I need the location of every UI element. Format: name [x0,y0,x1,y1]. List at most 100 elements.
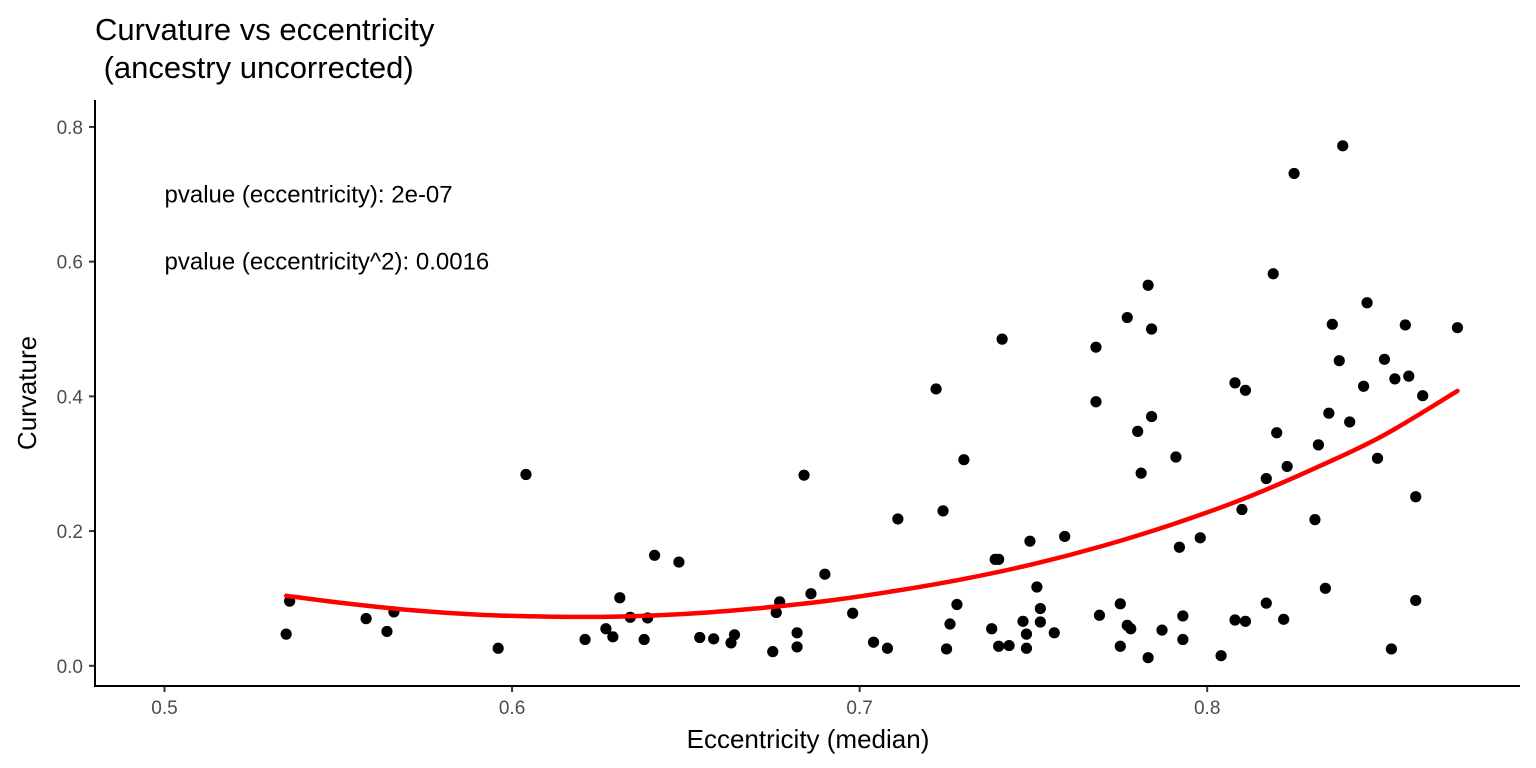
data-point [1020,642,1033,654]
data-point [1135,467,1147,479]
x-tick-label: 0.5 [151,698,177,719]
data-point [1020,628,1033,640]
annotation-pvalue-linear: pvalue (eccentricity): 2e-07 [165,181,453,208]
data-point [1173,541,1185,553]
data-point [937,505,949,517]
x-axis-ticks: 0.5 0.6 0.7 0.8 [151,686,1220,719]
data-point [958,454,970,466]
data-point [1378,353,1391,365]
data-point [280,628,292,640]
data-point [1410,491,1422,503]
data-point [1344,416,1356,428]
data-point [1017,615,1029,627]
data-point [1031,581,1043,593]
data-point [930,383,942,395]
y-tick-label: 0.6 [57,253,83,274]
data-point [1215,650,1227,662]
data-point [1278,613,1290,625]
data-point [1357,380,1370,392]
data-point [1090,341,1102,353]
data-point [607,631,619,643]
chart-title-line-2: (ancestry uncorrected) [95,50,414,85]
data-point [1403,370,1415,382]
data-point [847,607,859,619]
y-tick-label: 0.4 [57,387,84,408]
data-point [381,625,393,638]
data-point [767,646,779,658]
data-point [1417,390,1429,402]
y-tick-label: 0.2 [57,522,83,543]
data-point [1399,319,1411,331]
data-point [1281,460,1293,473]
data-point [638,633,650,646]
data-point [648,549,661,561]
data-point [1326,318,1338,330]
data-point [1177,610,1189,622]
data-point [940,643,953,655]
x-axis-title: Eccentricity (median) [687,724,930,754]
data-point [1114,640,1126,652]
data-point [798,469,810,481]
data-point [1229,614,1241,626]
data-point [708,633,720,645]
data-point [1024,535,1036,547]
data-point [1048,627,1060,639]
data-point [1371,452,1384,464]
data-point [1132,425,1144,437]
data-point [614,592,626,604]
data-point [1003,639,1015,652]
data-point [1194,532,1206,544]
data-point [1451,322,1464,334]
data-point [1323,407,1335,419]
y-tick-label: 0.0 [57,657,83,678]
data-point [1093,609,1106,621]
data-point [1410,594,1422,607]
data-point [1229,377,1241,389]
data-point [1361,297,1373,309]
data-point [1267,268,1279,280]
data-point [770,606,782,619]
data-point [1389,373,1401,385]
data-point [1145,323,1158,335]
data-point [1309,514,1321,526]
data-point [993,553,1005,565]
data-point [1170,451,1182,463]
data-point [1114,598,1126,610]
data-point [1312,439,1325,451]
data-points [280,140,1464,664]
data-point [819,568,831,580]
data-point [1177,633,1189,646]
annotation-pvalue-quadratic: pvalue (eccentricity^2): 0.0016 [165,249,490,276]
data-point [1236,503,1248,516]
data-point [1385,643,1398,655]
data-point [1125,623,1137,635]
data-point [673,556,685,568]
data-point [805,588,817,600]
y-axis-title: Curvature [12,336,42,450]
y-axis-ticks: 0.0 0.2 0.4 0.6 0.8 [57,118,95,678]
data-point [492,642,504,654]
data-point [728,629,741,641]
data-point [1059,530,1071,543]
data-point [1156,624,1168,636]
data-point [791,627,803,639]
data-point [1239,615,1252,627]
data-point [1288,167,1300,180]
data-point [1333,355,1345,367]
data-point [944,618,956,630]
data-point [1337,140,1349,152]
data-point [951,598,963,611]
data-point [881,642,894,654]
data-point [867,636,880,648]
data-point [996,333,1008,345]
data-point [1142,652,1154,664]
data-point [1271,427,1283,439]
data-point [1142,279,1154,291]
data-point [1239,384,1252,396]
data-point [1034,602,1046,615]
x-tick-label: 0.6 [499,698,525,719]
data-point [1090,396,1102,408]
data-point [1260,472,1272,485]
data-point [360,613,372,625]
